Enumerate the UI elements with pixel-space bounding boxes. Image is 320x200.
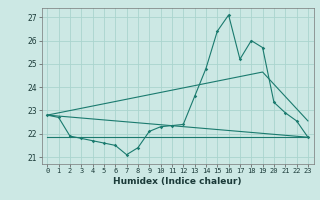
X-axis label: Humidex (Indice chaleur): Humidex (Indice chaleur) (113, 177, 242, 186)
